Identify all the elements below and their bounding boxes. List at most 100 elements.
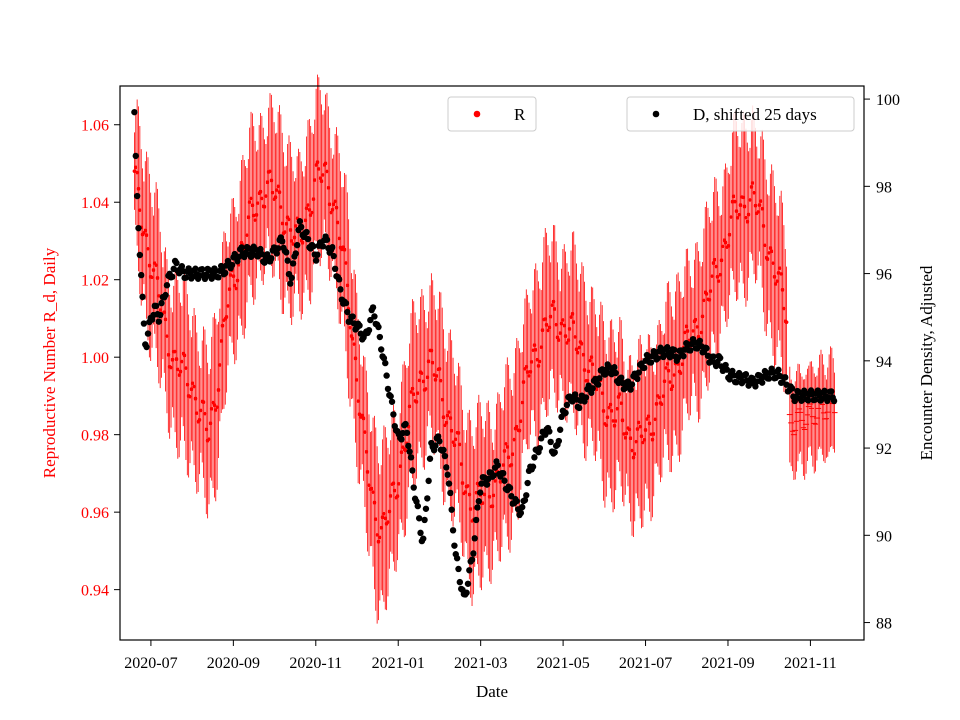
d-point bbox=[601, 371, 609, 378]
r-point bbox=[289, 239, 294, 243]
r-point bbox=[317, 167, 321, 171]
d-point bbox=[169, 273, 176, 280]
r-point bbox=[463, 490, 468, 494]
r-point bbox=[386, 520, 390, 524]
r-point bbox=[646, 414, 651, 419]
r-point bbox=[704, 292, 709, 296]
r-point bbox=[216, 388, 221, 392]
r-point bbox=[679, 371, 683, 375]
r-point bbox=[176, 367, 180, 372]
r-point bbox=[414, 400, 419, 404]
r-point bbox=[416, 391, 420, 395]
y-left-tick-label: 0.96 bbox=[81, 505, 109, 522]
r-point bbox=[429, 348, 434, 353]
r-point bbox=[506, 455, 511, 460]
r-point bbox=[207, 437, 211, 442]
r-point bbox=[256, 201, 260, 205]
d-point bbox=[238, 244, 245, 251]
r-point bbox=[277, 190, 282, 194]
r-point bbox=[326, 185, 331, 190]
d-point bbox=[268, 255, 275, 262]
r-point bbox=[582, 368, 587, 372]
r-point bbox=[607, 405, 611, 410]
r-point bbox=[502, 449, 507, 453]
d-point bbox=[464, 580, 472, 587]
r-point bbox=[487, 494, 492, 499]
d-point bbox=[421, 516, 428, 524]
r-point bbox=[325, 169, 329, 174]
r-point bbox=[420, 371, 424, 376]
d-point bbox=[143, 343, 150, 351]
d-point bbox=[426, 455, 434, 462]
d-point bbox=[314, 251, 321, 258]
r-point bbox=[717, 279, 721, 283]
r-point bbox=[363, 430, 367, 434]
r-point bbox=[155, 276, 160, 280]
d-point bbox=[436, 438, 443, 445]
r-point bbox=[749, 185, 754, 189]
r-point bbox=[615, 406, 619, 411]
d-point bbox=[448, 506, 455, 513]
r-point bbox=[574, 347, 579, 352]
d-point bbox=[628, 381, 636, 388]
r-point bbox=[190, 381, 195, 386]
d-point bbox=[752, 383, 759, 390]
r-point bbox=[555, 335, 560, 340]
d-point bbox=[664, 344, 671, 351]
d-point bbox=[158, 299, 165, 307]
r-point bbox=[719, 258, 724, 263]
r-point bbox=[194, 411, 199, 415]
r-point bbox=[576, 350, 580, 355]
r-point bbox=[680, 362, 685, 367]
r-point bbox=[154, 263, 158, 267]
r-point bbox=[714, 264, 718, 269]
r-point bbox=[647, 421, 652, 426]
d-point bbox=[775, 366, 782, 374]
r-point bbox=[609, 408, 614, 413]
r-point bbox=[524, 364, 529, 369]
r-point bbox=[306, 203, 310, 207]
r-point bbox=[132, 169, 137, 173]
r-point bbox=[466, 484, 470, 488]
r-point bbox=[459, 462, 463, 466]
d-point bbox=[380, 354, 388, 362]
y-axis-left-label: Reproductive Number R_d, Daily bbox=[40, 247, 59, 478]
r-point bbox=[452, 443, 457, 448]
r-point bbox=[763, 243, 767, 248]
d-point bbox=[447, 489, 454, 497]
r-point bbox=[544, 323, 549, 327]
r-point bbox=[197, 418, 202, 422]
d-point bbox=[303, 228, 310, 236]
r-point bbox=[382, 511, 386, 516]
r-point bbox=[173, 349, 177, 354]
d-point bbox=[537, 435, 545, 442]
r-point bbox=[246, 215, 251, 219]
r-point bbox=[250, 203, 255, 208]
d-point bbox=[432, 442, 439, 449]
r-point bbox=[619, 401, 623, 406]
d-point bbox=[582, 394, 590, 401]
y-left-tick-label: 0.98 bbox=[81, 428, 109, 445]
d-point bbox=[680, 352, 687, 360]
r-point bbox=[411, 392, 416, 397]
legend-r-marker bbox=[473, 110, 481, 118]
d-point bbox=[375, 323, 382, 331]
d-point bbox=[517, 509, 525, 517]
r-point bbox=[441, 415, 446, 420]
r-point bbox=[746, 212, 751, 217]
d-point bbox=[634, 375, 641, 383]
d-point bbox=[710, 353, 717, 360]
r-point bbox=[628, 436, 633, 441]
r-point bbox=[321, 173, 325, 177]
r-point bbox=[752, 190, 756, 195]
r-point bbox=[254, 213, 259, 217]
r-point bbox=[734, 209, 739, 213]
r-point bbox=[440, 397, 445, 402]
r-point bbox=[333, 199, 337, 204]
x-tick-label: 2021-09 bbox=[701, 655, 754, 672]
r-point bbox=[642, 438, 647, 442]
r-point bbox=[616, 395, 621, 399]
legend-d-box bbox=[626, 96, 855, 132]
r-point bbox=[718, 272, 722, 277]
